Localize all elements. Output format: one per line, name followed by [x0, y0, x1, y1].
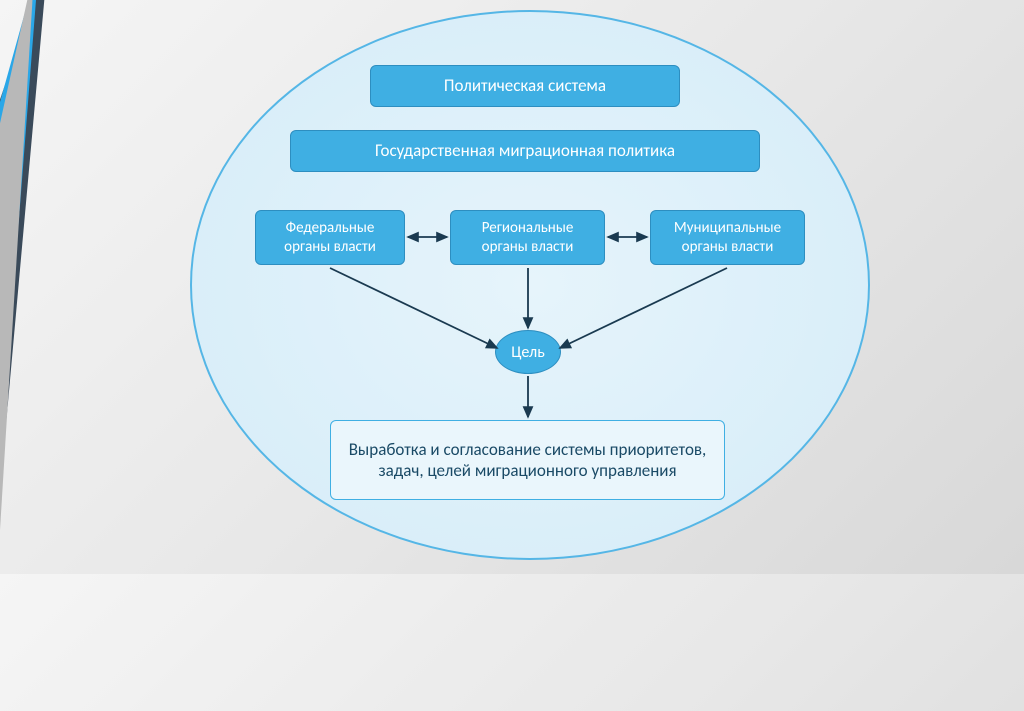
node-municipal: Муниципальные органы власти: [650, 210, 805, 265]
node-label: Муниципальные органы власти: [665, 219, 790, 257]
node-federal: Федеральные органы власти: [255, 210, 405, 265]
node-regional: Региональные органы власти: [450, 210, 605, 265]
node-label: Цель: [511, 343, 544, 362]
node-goal: Цель: [495, 330, 561, 374]
node-label: Политическая система: [444, 75, 606, 96]
node-label: Региональные органы власти: [465, 219, 590, 257]
node-political-system: Политическая система: [370, 65, 680, 107]
node-migration-policy: Государственная миграционная политика: [290, 130, 760, 172]
node-label: Государственная миграционная политика: [375, 140, 675, 161]
node-label: Федеральные органы власти: [270, 219, 390, 257]
node-label: Выработка и согласование системы приорит…: [345, 439, 710, 482]
node-output: Выработка и согласование системы приорит…: [330, 420, 725, 500]
